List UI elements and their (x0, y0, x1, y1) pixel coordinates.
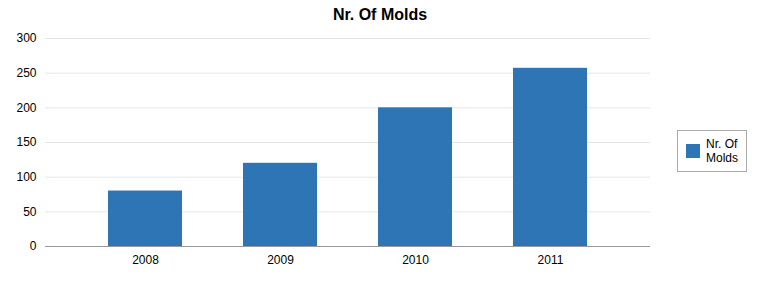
svg-text:150: 150 (16, 135, 36, 149)
svg-text:2010: 2010 (402, 253, 429, 267)
svg-text:2009: 2009 (267, 253, 294, 267)
svg-text:50: 50 (23, 205, 37, 219)
svg-text:300: 300 (16, 31, 36, 45)
svg-text:2008: 2008 (132, 253, 159, 267)
html-text:Nr. Of: Nr. Of (706, 137, 738, 151)
svg-text:200: 200 (16, 101, 36, 115)
html-text:Molds: Molds (706, 151, 738, 165)
svg-text:0: 0 (30, 239, 37, 253)
svg-text:2011: 2011 (538, 253, 564, 267)
svg-text:100: 100 (16, 170, 36, 184)
svg-text:250: 250 (16, 66, 36, 80)
html-text:Nr. Of Molds: Nr. Of Molds (332, 6, 428, 23)
